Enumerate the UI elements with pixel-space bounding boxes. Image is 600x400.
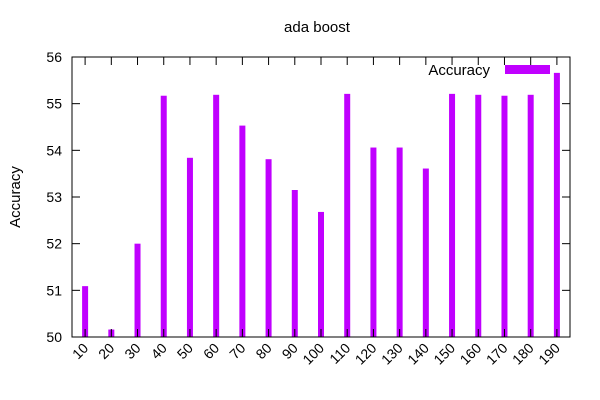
x-tick-label: 180 bbox=[509, 340, 537, 368]
bar bbox=[82, 286, 89, 337]
x-tick-label: 130 bbox=[378, 340, 406, 368]
x-tick-label: 100 bbox=[299, 340, 327, 368]
bar bbox=[396, 147, 403, 337]
bar bbox=[553, 72, 560, 337]
x-tick-label: 110 bbox=[326, 340, 353, 367]
y-tick-label: 54 bbox=[46, 142, 62, 158]
y-tick-label: 52 bbox=[46, 236, 62, 252]
bar bbox=[475, 94, 482, 337]
bar bbox=[239, 125, 246, 337]
bar bbox=[160, 95, 167, 337]
bar bbox=[527, 94, 534, 337]
x-tick-label: 190 bbox=[535, 340, 563, 368]
plot-frame bbox=[71, 56, 571, 338]
y-tick-label: 56 bbox=[46, 49, 62, 65]
x-tick-label: 120 bbox=[352, 340, 380, 368]
x-tick-label: 140 bbox=[404, 340, 432, 368]
bar bbox=[344, 93, 351, 337]
y-tick-label: 51 bbox=[46, 282, 62, 298]
bar bbox=[213, 94, 220, 337]
bar bbox=[422, 168, 429, 337]
y-tick-label: 53 bbox=[46, 189, 62, 205]
bar bbox=[186, 157, 193, 337]
bar bbox=[291, 190, 298, 337]
x-tick-label: 170 bbox=[483, 340, 511, 368]
bar bbox=[318, 211, 324, 337]
x-tick-label: 40 bbox=[148, 340, 170, 362]
chart-title: ada boost bbox=[284, 19, 351, 36]
legend-swatch bbox=[505, 65, 550, 74]
y-axis-label: Accuracy bbox=[7, 166, 24, 228]
bar bbox=[134, 243, 141, 337]
x-tick-label: 150 bbox=[430, 340, 458, 368]
x-tick-label: 70 bbox=[226, 340, 248, 362]
x-tick-label: 160 bbox=[457, 340, 485, 368]
bar bbox=[449, 93, 456, 337]
bar bbox=[265, 159, 272, 337]
x-tick-label: 30 bbox=[121, 340, 143, 362]
bar bbox=[501, 95, 508, 337]
legend-label: Accuracy bbox=[428, 62, 490, 79]
x-tick-label: 90 bbox=[279, 340, 301, 362]
x-tick-label: 20 bbox=[95, 340, 117, 362]
x-tick-label: 80 bbox=[252, 340, 274, 362]
bar bbox=[370, 147, 377, 337]
x-tick-label: 10 bbox=[69, 340, 91, 362]
x-tick-label: 60 bbox=[200, 340, 222, 362]
y-tick-label: 50 bbox=[46, 329, 62, 345]
x-tick-label: 50 bbox=[174, 340, 196, 362]
y-tick-label: 55 bbox=[46, 96, 62, 112]
legend: Accuracy bbox=[428, 62, 550, 79]
